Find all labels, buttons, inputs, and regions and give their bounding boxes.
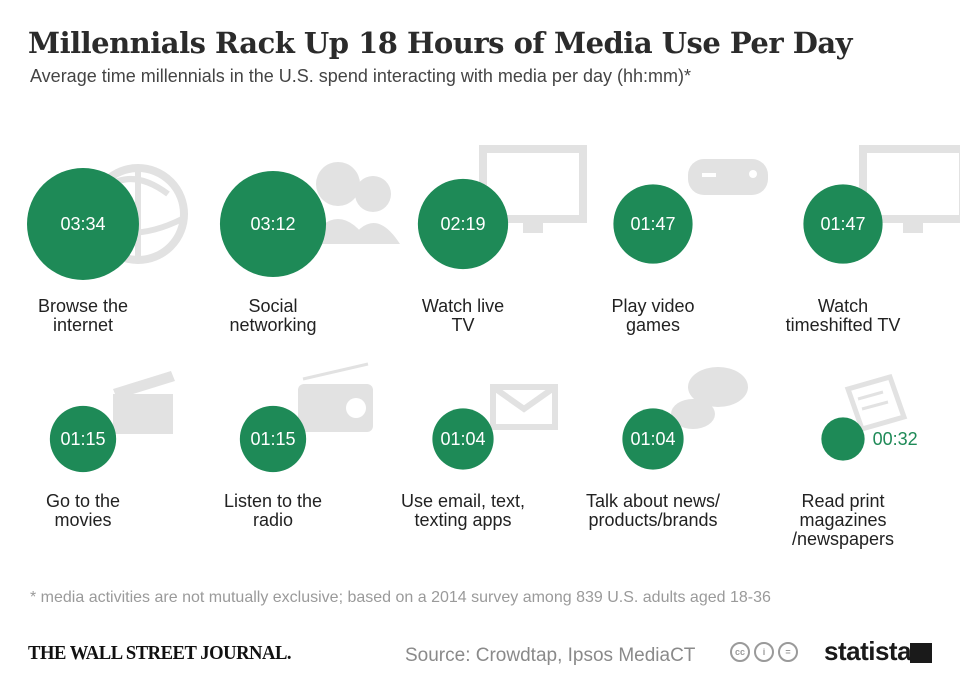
radio-icon (298, 362, 373, 432)
category-label: texting apps (414, 510, 511, 530)
category-label: Talk about news/ (586, 491, 720, 511)
chart-title: Millennials Rack Up 18 Hours of Media Us… (28, 26, 853, 60)
bubble (239, 405, 307, 473)
value-label: 00:32 (873, 429, 918, 449)
category-label: games (626, 315, 680, 335)
gamepad-icon (688, 159, 768, 195)
bubble (417, 178, 509, 270)
category-label: movies (54, 510, 111, 530)
category-label: Read print (801, 491, 884, 511)
category-label: Watch (818, 296, 868, 316)
bubble (803, 184, 883, 264)
statista-logo-icon (910, 643, 932, 663)
newspaper-icon (844, 373, 908, 433)
license-icons: cc i = (730, 642, 798, 662)
category-label: Play video (611, 296, 694, 316)
category-label: magazines (799, 510, 886, 530)
value-label: 01:15 (250, 429, 295, 449)
value-label: 01:47 (820, 214, 865, 234)
publisher-logo: THE WALL STREET JOURNAL. (28, 642, 292, 664)
cc-icon: cc (730, 642, 750, 662)
brand-logo: statista (824, 636, 912, 666)
category-label: Browse the (38, 296, 128, 316)
value-label: 01:04 (630, 429, 675, 449)
value-label: 01:47 (630, 214, 675, 234)
bubble (27, 168, 139, 280)
category-label: Go to the (46, 491, 120, 511)
value-label: 01:04 (440, 429, 485, 449)
bubble (613, 184, 693, 264)
category-label: Watch live (422, 296, 504, 316)
bubble (49, 405, 117, 473)
category-label: networking (229, 315, 316, 335)
bubble (219, 170, 327, 278)
value-label: 01:15 (60, 429, 105, 449)
value-label: 03:12 (250, 214, 295, 234)
bubble (432, 408, 494, 470)
category-label: internet (53, 315, 113, 335)
clapperboard-icon (113, 371, 175, 434)
category-label: TV (451, 315, 474, 335)
category-label: timeshifted TV (786, 315, 901, 335)
bubble (622, 408, 684, 470)
category-label: products/brands (588, 510, 717, 530)
value-label: 03:34 (60, 214, 105, 234)
category-label: Social (248, 296, 297, 316)
category-label: radio (253, 510, 293, 530)
tv-icon (859, 145, 960, 233)
category-label: Listen to the (224, 491, 322, 511)
envelope-icon (490, 384, 558, 430)
bubble (821, 417, 865, 461)
value-label: 02:19 (440, 214, 485, 234)
source-note: Source: Crowdtap, Ipsos MediaCT (405, 645, 696, 666)
footnote: * media activities are not mutually excl… (30, 589, 771, 606)
chart-subtitle: Average time millennials in the U.S. spe… (30, 66, 691, 86)
noderivs-icon: = (778, 642, 798, 662)
attribution-icon: i (754, 642, 774, 662)
category-label: Use email, text, (401, 491, 525, 511)
speech-bubbles-icon (671, 367, 748, 429)
category-label: /newspapers (792, 529, 894, 549)
